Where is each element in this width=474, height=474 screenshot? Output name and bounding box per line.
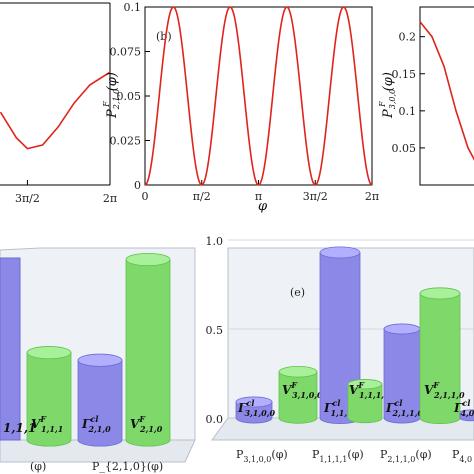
panel-b-tag: (b) [156, 30, 172, 43]
panel-d-bar-1-body [77, 359, 123, 447]
panel-d-bar-chart: VF 1,1,1 Γcl 2,1,0 VF 2,1,0 1,1,1 (φ) P_{2,1,… [0, 247, 196, 473]
panel-e-bar-label-2: Γcl 1,1,1,1 [323, 398, 361, 418]
panel-e-bar-3-body [347, 383, 383, 424]
panel-a-line-chart: 3π/2 2π [0, 2, 117, 205]
panel-b-frame [144, 6, 373, 186]
panel-e-bar-6-top [459, 409, 474, 416]
panel-c-frame [419, 6, 474, 186]
panel-a-x-tick-label-0: 3π/2 [15, 192, 40, 205]
panel-c-series-line [419, 21, 474, 161]
panel-b-line-chart: (b) 0 π/2 π 3π/2 2π 0 0.025 0.05 0.075 0.1 φ P2,1… [102, 1, 379, 214]
panel-e-x-label-0: P3,1,0,0(φ) [236, 448, 288, 464]
panel-e-bar-label-3: VF 1,1,1,1 [349, 380, 390, 400]
panel-e-bar-2-top [319, 246, 361, 259]
panel-b-x-tick-label-3: 3π/2 [303, 190, 328, 203]
panel-e-bar-label-1: VF 3,1,0,0 [282, 380, 323, 400]
panel-c-y-tick-label-1: 0.1 [399, 105, 417, 118]
panel-d-xlabel-0: (φ) [30, 460, 46, 473]
panel-c-y-tick-label-0: 0.05 [392, 142, 417, 155]
panel-e-y-tick-label-0: 0.0 [206, 413, 224, 426]
panel-b-y-label: P2,1,0F(φ) [102, 72, 121, 119]
panel-e-bar-3 [347, 379, 383, 424]
panel-a-series-line [0, 71, 111, 150]
panel-d-bar-0-top [26, 346, 72, 360]
panel-d-xlabel-1: P_{2,1,0}(φ) [92, 460, 163, 473]
panel-c-y-tick-label-2: 0.15 [392, 68, 417, 81]
panel-a-x-tick-label-1: 2π [103, 192, 117, 205]
panel-d-bar-0-body [26, 352, 72, 447]
panel-e-bar-1-body [278, 371, 318, 424]
panel-c-line-chart: 0.05 0.1 0.15 0.2 P3,0,0F(φ) [378, 6, 474, 186]
panel-b-x-tick-label-0: 0 [142, 190, 149, 203]
panel-e-bar-1 [278, 365, 318, 424]
panel-b-y-tick-label-1: 0.025 [110, 135, 142, 148]
panel-e-bar-6 [459, 409, 474, 422]
panel-d-left-stub-label: 1,1,1 [3, 421, 36, 435]
panel-b-x-tick-label-1: π/2 [193, 190, 211, 203]
panel-d-bar-0 [26, 346, 72, 447]
panel-e-bar-1-top [278, 365, 318, 378]
panel-d-bar-2-body [125, 259, 171, 447]
panel-b-x-label: φ [258, 199, 268, 214]
panel-c-y-label: P3,0,0F(φ) [378, 72, 397, 119]
panel-d-bar-label-0: VF 1,1,1 [31, 414, 63, 434]
panel-e-x-label-3: P4,0 [452, 448, 472, 464]
panel-e-bar-3-top [347, 379, 383, 390]
panel-e-bar-label-5: VF 2,1,1,0 [424, 380, 465, 400]
panel-e-bar-0 [235, 396, 273, 424]
panel-b-x-tick-label-2: π [255, 190, 262, 203]
panel-e-bar-4-top [383, 323, 421, 335]
panel-b-y-tick-label-4: 0.1 [124, 1, 142, 14]
panel-e-bar-0-body [235, 401, 273, 424]
panel-c-y-tick-label-3: 0.2 [399, 31, 417, 44]
panel-b-y-tick-label-2: 0.05 [117, 90, 142, 103]
panel-e-bar-label-6: Γcl 4,0 [453, 398, 474, 418]
panel-e-y-tick-label-1: 0.5 [206, 324, 224, 337]
panel-b-x-tick-label-4: 2π [365, 190, 379, 203]
panel-b-y-tick-label-3: 0.075 [110, 46, 142, 59]
panel-b-y-tick-label-0: 0 [134, 179, 141, 192]
panel-e-bar-2 [319, 246, 361, 424]
panel-d-bar-1-top [77, 353, 123, 367]
panel-b-series-line [144, 6, 373, 186]
panel-e-bar-label-0: Γcl 3,1,0,0 [237, 398, 276, 418]
panel-e-x-label-2: P2,1,1,0(φ) [380, 448, 432, 464]
panel-d-bar-label-2: VF 2,1,0 [130, 414, 163, 434]
panel-e-x-label-1: P1,1,1,1(φ) [312, 448, 364, 464]
panel-d-bar-partial [0, 257, 21, 441]
panel-e-bar-5-top [419, 287, 461, 300]
panel-d-bar-1 [77, 353, 123, 447]
panel-e-y-tick-label-2: 1.0 [206, 235, 224, 248]
panel-e-tag: (e) [290, 286, 305, 299]
panel-d-bar-2-top [125, 252, 171, 267]
panel-d-bar-label-1: Γcl 2,1,0 [81, 414, 111, 434]
panel-e-bar-0-top [235, 396, 273, 408]
panel-d-bar-2 [125, 252, 171, 447]
panel-e-bar-label-4: Γcl 2,1,1,0 [385, 398, 424, 418]
